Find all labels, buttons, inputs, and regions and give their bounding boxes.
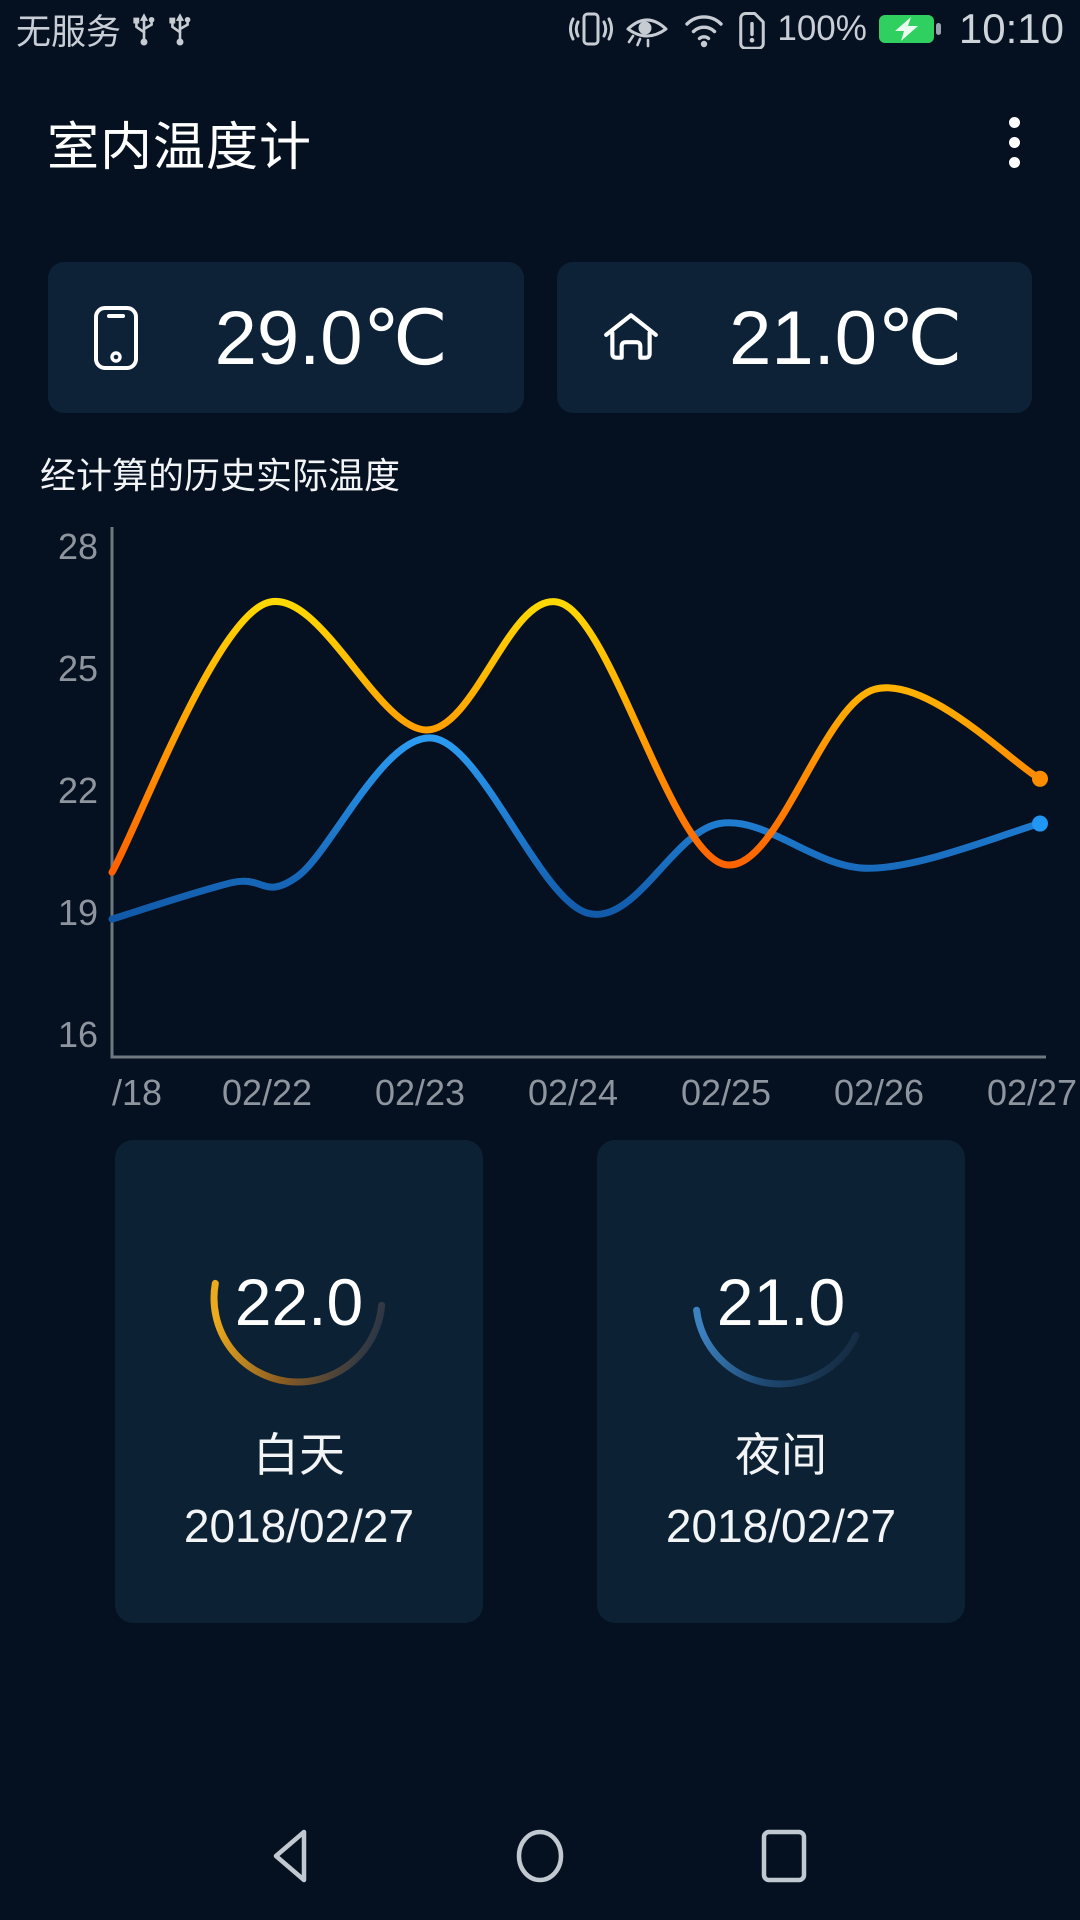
- more-vert-icon[interactable]: [1003, 111, 1026, 174]
- svg-text:/18: /18: [112, 1072, 162, 1113]
- battery-percent: 100%: [777, 9, 867, 48]
- svg-text:22: 22: [58, 770, 98, 811]
- back-button[interactable]: [268, 1828, 324, 1884]
- phone-temperature-card[interactable]: 29.0℃: [48, 262, 524, 413]
- android-nav-bar: [0, 1790, 1080, 1920]
- recents-button[interactable]: [756, 1828, 812, 1884]
- daytime-label: 白天: [253, 1429, 345, 1481]
- history-temperature-chart[interactable]: 16 19 22 25 28/18 02/22 02/23 02/24 02/25 02/26 02…: [0, 500, 1080, 1130]
- eye-comfort-icon: [626, 18, 668, 48]
- usb-icon: [133, 13, 155, 46]
- home-temperature-card[interactable]: 21.0℃: [556, 262, 1032, 413]
- night-label: 夜间: [735, 1429, 827, 1481]
- night-gauge-arc-icon: [693, 1306, 860, 1388]
- home-icon: [603, 312, 658, 360]
- svg-text:02/26: 02/26: [834, 1072, 924, 1113]
- daytime-date: 2018/02/27: [183, 1500, 415, 1552]
- night-gauge-card[interactable]: 21.0 夜间 2018/02/27: [597, 1140, 965, 1623]
- daytime-gauge-card[interactable]: 22.0 白天 2018/02/27: [115, 1140, 483, 1623]
- svg-text:02/22: 02/22: [222, 1072, 312, 1113]
- clock: 10:10: [958, 5, 1064, 52]
- daytime-gauge-arc-icon: [210, 1279, 386, 1386]
- app-header: 室内温度计: [0, 85, 1080, 200]
- phone-icon: [94, 305, 138, 370]
- phone-temperature-value: 29.0℃: [214, 296, 448, 381]
- home-temperature-value: 21.0℃: [729, 296, 963, 381]
- vibrate-icon: [569, 12, 614, 46]
- svg-text:02/27: 02/27: [987, 1072, 1077, 1113]
- current-temperature-row: 29.0℃ 21.0℃: [48, 262, 1032, 413]
- svg-text:02/23: 02/23: [375, 1072, 465, 1113]
- page-title: 室内温度计: [47, 119, 313, 177]
- wifi-icon: [685, 15, 724, 48]
- svg-text:02/24: 02/24: [528, 1072, 618, 1113]
- sim-alert-icon: [739, 11, 766, 49]
- home-button[interactable]: [512, 1828, 568, 1884]
- daytime-temperature-value: 22.0: [234, 1265, 364, 1339]
- svg-text:25: 25: [58, 648, 98, 689]
- battery-charging-icon: [878, 15, 941, 43]
- chart-title: 经计算的历史实际温度: [40, 455, 401, 496]
- status-bar: 无服务: [0, 0, 1080, 58]
- svg-text:28: 28: [58, 526, 98, 567]
- usb-icon: [169, 13, 191, 46]
- svg-text:16: 16: [58, 1014, 98, 1055]
- svg-text:19: 19: [58, 892, 98, 933]
- svg-text:02/25: 02/25: [681, 1072, 771, 1113]
- night-temperature-value: 21.0: [716, 1265, 846, 1339]
- night-date: 2018/02/27: [665, 1500, 897, 1552]
- carrier-status: 无服务: [16, 12, 122, 52]
- gauge-row: 22.0 白天 2018/02/27 21.0 夜间 2018/02/27: [115, 1140, 965, 1623]
